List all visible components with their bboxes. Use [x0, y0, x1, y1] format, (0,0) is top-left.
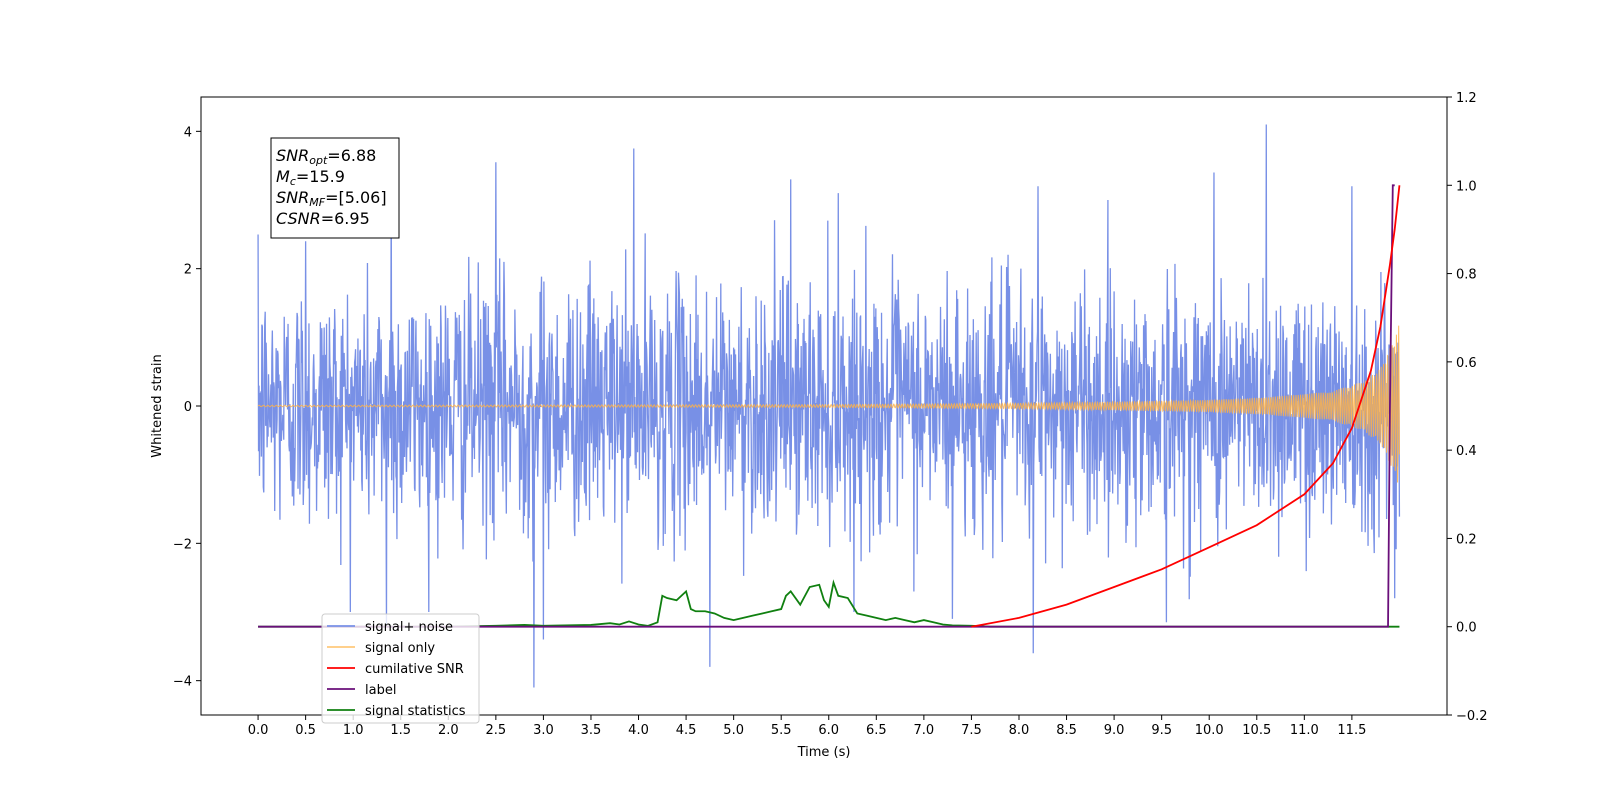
x-tick-label: 10.5 — [1242, 723, 1271, 738]
x-tick-label: 5.5 — [771, 723, 792, 738]
legend-frame — [321, 613, 480, 724]
legend-label: label — [365, 683, 396, 698]
y-right-tick-label: −0.2 — [1456, 709, 1488, 724]
x-tick-label: 8.0 — [1009, 723, 1030, 738]
annotation-line: SNRMF=[5.06] — [276, 188, 387, 209]
x-tick-label: 9.0 — [1104, 723, 1125, 738]
y-axis-label: Whitened strain — [150, 354, 165, 457]
x-tick-label: 7.5 — [961, 723, 982, 738]
x-tick-label: 4.5 — [676, 723, 697, 738]
x-tick-label: 1.5 — [390, 723, 411, 738]
x-tick-label: 2.0 — [438, 723, 459, 738]
x-tick-label: 0.0 — [248, 723, 269, 738]
axes: 0.0 0.5 1.0 1.5 2.0 2.5 3.0 3.5 4.0 4.5 5.0 5.5 6.0 6… — [173, 91, 1488, 738]
x-tick-label: 3.5 — [581, 723, 602, 738]
y-right-tick-label: 1.2 — [1456, 91, 1477, 106]
y-right-tick-label: 0.6 — [1456, 356, 1477, 371]
x-tick-label: 3.0 — [533, 723, 554, 738]
y-right-tick-label: 0.8 — [1456, 268, 1477, 283]
y-tick-label: −2 — [173, 537, 192, 552]
x-tick-label: 6.5 — [866, 723, 887, 738]
y-tick-label: −4 — [173, 675, 192, 690]
legend-label: cumilative SNR — [365, 662, 464, 677]
y-right-tick-label: 1.0 — [1456, 179, 1477, 194]
annotation-line: SNRopt=6.88 — [276, 146, 376, 167]
y-right-tick-label: 0.4 — [1456, 444, 1477, 459]
legend-label: signal only — [365, 641, 435, 656]
x-tick-label: 7.0 — [914, 723, 935, 738]
annotation-frame — [270, 137, 400, 239]
series-signal-plus-noise-line — [257, 124, 1401, 688]
y-tick-label: 0 — [184, 400, 192, 415]
x-tick-label: 11.5 — [1337, 723, 1366, 738]
x-tick-label: 2.5 — [486, 723, 507, 738]
series-signal-only-line — [257, 325, 1400, 483]
x-tick-label: 8.5 — [1056, 723, 1077, 738]
legend-label: signal statistics — [365, 704, 466, 719]
series-label-line — [258, 184, 1395, 628]
y-tick-label: 2 — [184, 263, 192, 278]
x-tick-label: 5.0 — [723, 723, 744, 738]
annotation-line: CSNR=6.95 — [276, 209, 370, 228]
x-tick-label: 0.5 — [295, 723, 316, 738]
annotation-line: Mc=15.9 — [276, 167, 345, 188]
x-tick-label: 11.0 — [1290, 723, 1319, 738]
x-tick-label: 9.5 — [1151, 723, 1172, 738]
x-tick-label: 6.0 — [818, 723, 839, 738]
y-right-tick-label: 0.0 — [1456, 621, 1477, 636]
legend-label: signal+ noise — [365, 620, 453, 635]
legend: signal+ noise signal only cumilative SNR la… — [321, 613, 480, 724]
x-tick-label: 4.0 — [628, 723, 649, 738]
x-tick-label: 10.0 — [1195, 723, 1224, 738]
x-tick-label: 1.0 — [343, 723, 364, 738]
plot-area — [257, 124, 1401, 688]
series-cumilative-snr-line — [971, 185, 1401, 628]
y-tick-label: 4 — [184, 125, 192, 140]
y-right-tick-label: 0.2 — [1456, 532, 1477, 547]
x-axis-label: Time (s) — [797, 745, 851, 760]
series-signal-statistics-line — [258, 579, 1400, 628]
